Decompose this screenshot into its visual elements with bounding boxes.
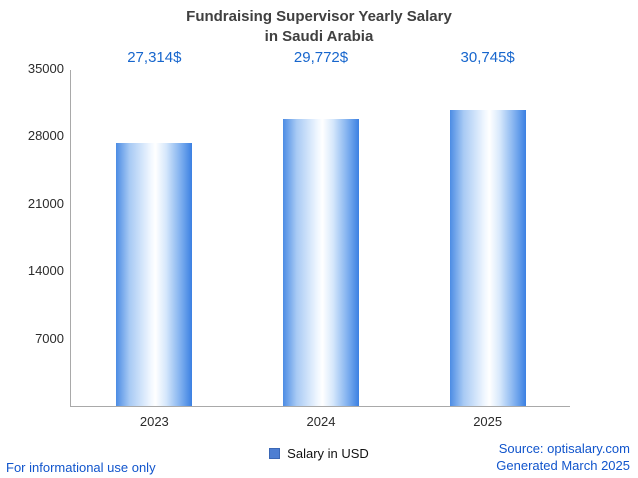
disclaimer-text: For informational use only [6, 460, 156, 475]
x-axis-label: 2024 [306, 414, 336, 429]
x-axis-label: 2025 [473, 414, 503, 429]
y-axis-label: 14000 [27, 263, 64, 279]
bar-value-label: 27,314$ [127, 49, 182, 66]
source-link[interactable]: Source: optisalary.com [498, 441, 630, 457]
y-axis-label: 21000 [27, 195, 64, 211]
generated-date: Generated March 2025 [496, 458, 630, 474]
bar-2023 [116, 143, 193, 406]
legend-label: Salary in USD [287, 446, 369, 461]
plot-area: 27,314$ 2023 29,772$ 2024 30,745$ 2025 7000 140… [28, 49, 570, 429]
y-axis-label: 28000 [27, 128, 64, 144]
source-block: Source: optisalary.com Generated March 2… [496, 441, 630, 475]
x-axis-label: 2023 [139, 414, 169, 429]
y-axis-label: 7000 [35, 330, 64, 346]
bar-2025 [449, 109, 526, 406]
bar-2024 [283, 119, 359, 406]
chart-title-line1: Fundraising Supervisor Yearly Salary [186, 8, 452, 25]
y-axis-label: 35000 [27, 61, 64, 76]
bar-value-label: 29,772$ [293, 49, 349, 66]
chart-title-line2: in Saudi Arabia [264, 27, 374, 45]
chart-title: Fundraising Supervisor Yearly Salary in … [0, 7, 638, 46]
bar-value-label: 30,745$ [460, 49, 515, 66]
legend-swatch-icon [269, 448, 281, 459]
legend: Salary in USD [0, 446, 638, 461]
